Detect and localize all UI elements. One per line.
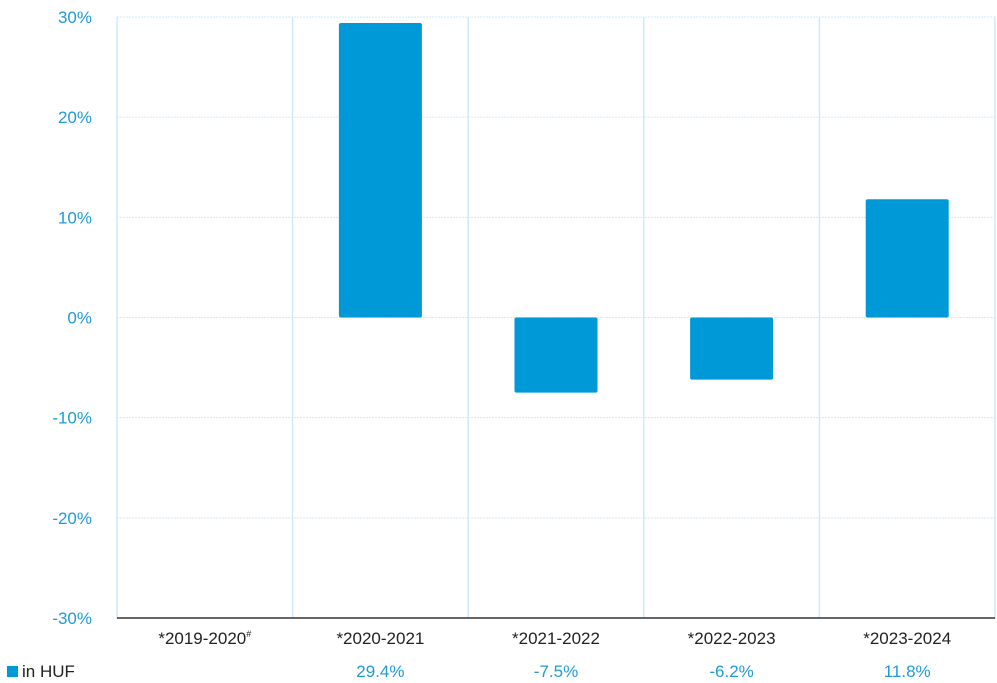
y-tick-label: 20% xyxy=(58,108,92,127)
x-tick-label: *2020-2021 xyxy=(336,629,424,648)
bar xyxy=(865,199,949,318)
value-label: 29.4% xyxy=(356,662,404,681)
bar xyxy=(690,317,774,380)
legend-row: in HUF 29.4% -7.5% -6.2% 11.8% xyxy=(7,662,931,681)
y-tick-label: 0% xyxy=(67,309,92,328)
legend-label: in HUF xyxy=(22,662,75,681)
value-label: -7.5% xyxy=(534,662,578,681)
y-tick-label: -20% xyxy=(52,509,92,528)
bar xyxy=(338,23,422,318)
value-label: -6.2% xyxy=(709,662,753,681)
x-tick-label: *2022-2023 xyxy=(688,629,776,648)
y-axis: 30% 20% 10% 0% -10% -20% -30% xyxy=(52,8,92,628)
y-tick-label: -30% xyxy=(52,609,92,628)
x-tick-label: *2021-2022 xyxy=(512,629,600,648)
bars xyxy=(338,23,949,393)
y-tick-label: 10% xyxy=(58,208,92,227)
legend-swatch xyxy=(7,666,18,677)
x-tick-label: *2019-2020# xyxy=(158,629,251,648)
value-label: 11.8% xyxy=(884,662,931,681)
x-axis: *2019-2020# *2020-2021 *2021-2022 *2022-202… xyxy=(117,617,995,648)
x-tick-label: *2023-2024 xyxy=(863,629,951,648)
y-tick-label: -10% xyxy=(52,409,92,428)
y-tick-label: 30% xyxy=(58,8,92,27)
bar xyxy=(514,317,598,393)
